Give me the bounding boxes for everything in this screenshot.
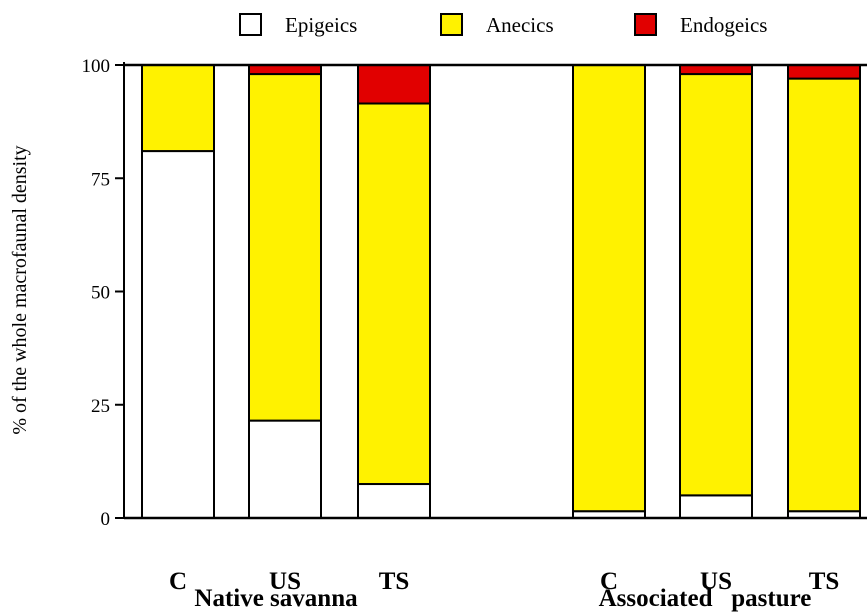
legend-label-epigeics: Epigeics xyxy=(285,13,357,37)
group-label-native-savanna: Native savanna xyxy=(194,585,358,612)
legend-swatch-anecics xyxy=(440,13,463,36)
legend: Epigeics Anecics Endogeics xyxy=(239,13,767,37)
bar-segment-epigeics-2 xyxy=(248,419,322,520)
legend-label-endogeics: Endogeics xyxy=(680,13,767,37)
y-tick-label-0: 0 xyxy=(101,509,111,530)
bar-segment-anecics-2 xyxy=(248,73,322,422)
bar-stack-3-ts xyxy=(357,64,431,519)
x-tick-label-6-ts: TS xyxy=(809,568,840,595)
y-axis: 0 25 50 75 100 xyxy=(82,56,125,530)
legend-label-anecics: Anecics xyxy=(486,13,554,37)
y-tick-label-50: 50 xyxy=(91,283,110,304)
bar-stack-6-ts xyxy=(787,64,861,519)
y-tick-label-100: 100 xyxy=(82,56,111,77)
legend-swatch-epigeics xyxy=(239,13,262,36)
x-tick-label-4-c: C xyxy=(600,568,618,595)
bar-segment-endogeics-3 xyxy=(357,64,431,105)
bar-segment-anecics-5 xyxy=(679,73,753,497)
x-tick-label-5-us: US xyxy=(700,568,732,595)
bar-stack-5-us xyxy=(679,64,753,520)
bar-segment-endogeics-2 xyxy=(248,64,322,76)
bar-segment-epigeics-1 xyxy=(141,150,215,519)
bar-segment-endogeics-6 xyxy=(787,64,861,80)
x-tick-label-3-ts: TS xyxy=(379,568,410,595)
legend-item-epigeics: Epigeics xyxy=(239,13,357,37)
bar-stack-1-c xyxy=(141,64,215,519)
bar-stack-4-c xyxy=(572,64,646,519)
bar-segment-epigeics-3 xyxy=(357,483,431,519)
y-tick-label-75: 75 xyxy=(91,169,110,190)
bar-segment-anecics-1 xyxy=(141,64,215,153)
bar-segment-anecics-3 xyxy=(357,102,431,486)
bar-segment-endogeics-5 xyxy=(679,64,753,76)
y-tick-label-25: 25 xyxy=(91,396,110,417)
x-tick-label-1-c: C xyxy=(169,568,187,595)
group-labels: Native savanna Associated pasture xyxy=(194,585,811,612)
legend-item-endogeics: Endogeics xyxy=(634,13,767,37)
group-label-associated-pasture: Associated pasture xyxy=(599,585,812,612)
legend-swatch-endogeics xyxy=(634,13,657,36)
bar-segment-epigeics-5 xyxy=(679,494,753,520)
y-axis-label: % of the whole macrofaunal density xyxy=(9,145,31,434)
bar-stack-2-us xyxy=(248,64,322,520)
legend-item-anecics: Anecics xyxy=(440,13,554,37)
x-axis: C US TS C US TS xyxy=(124,63,867,595)
bar-segment-anecics-6 xyxy=(787,77,861,513)
x-tick-label-2-us: US xyxy=(269,568,301,595)
plot-area xyxy=(141,64,861,520)
bar-segment-anecics-4 xyxy=(572,64,646,513)
